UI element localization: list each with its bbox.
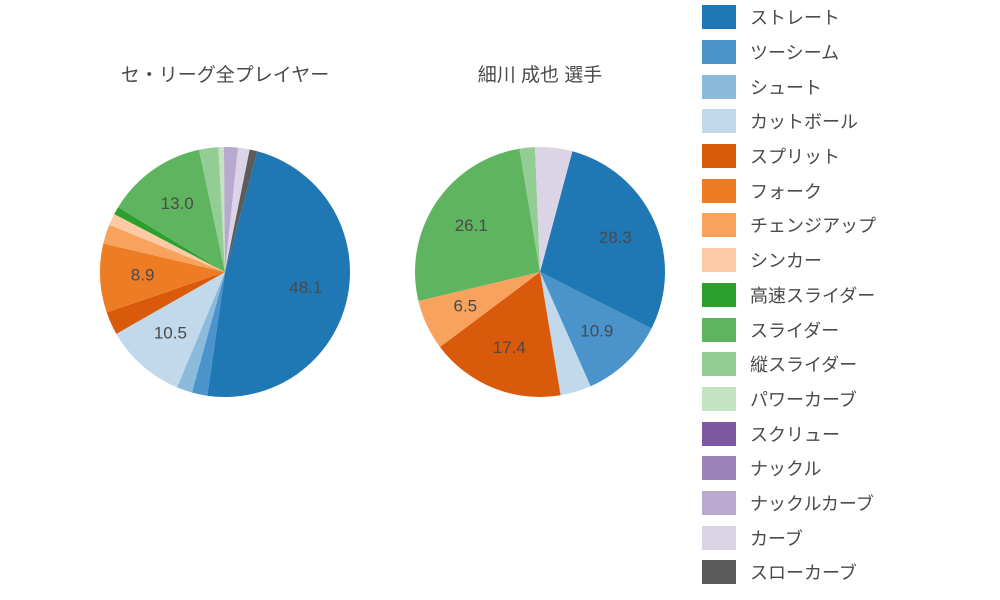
- slice-label: 28.3: [599, 228, 632, 247]
- legend-swatch: [702, 318, 736, 342]
- legend-item-v_slider: 縦スライダー: [702, 347, 1000, 382]
- chart-title-league: セ・リーグ全プレイヤー: [121, 64, 329, 86]
- legend-item-shoot: シュート: [702, 69, 1000, 104]
- slice-label: 17.4: [493, 338, 526, 357]
- chart-title-player: 細川 成也 選手: [478, 64, 603, 86]
- legend-swatch: [702, 75, 736, 99]
- legend-swatch: [702, 352, 736, 376]
- legend-swatch: [702, 491, 736, 515]
- legend-swatch: [702, 387, 736, 411]
- legend-swatch: [702, 109, 736, 133]
- legend-label: パワーカーブ: [750, 386, 857, 412]
- legend-swatch: [702, 5, 736, 29]
- legend-label: フォーク: [750, 178, 822, 204]
- legend-item-knuckle_curve: ナックルカーブ: [702, 486, 1000, 521]
- legend-item-split: スプリット: [702, 139, 1000, 174]
- legend-label: カーブ: [750, 525, 803, 551]
- legend-label: ツーシーム: [750, 39, 839, 65]
- legend-swatch: [702, 422, 736, 446]
- slice-label: 8.9: [131, 266, 155, 285]
- legend-label: 高速スライダー: [750, 282, 875, 308]
- chart-container: 48.1 10.5 8.9 13.0 セ・リーグ全プレイヤー 28.3 10.9 17.4 6.…: [0, 0, 1000, 600]
- legend-swatch: [702, 456, 736, 480]
- legend-swatch: [702, 179, 736, 203]
- legend-item-curve: カーブ: [702, 520, 1000, 555]
- legend-label: ナックルカーブ: [750, 490, 874, 516]
- slice-label: 10.9: [580, 321, 613, 340]
- legend-swatch: [702, 144, 736, 168]
- slice-label: 13.0: [161, 194, 194, 213]
- legend-label: スローカーブ: [750, 559, 857, 585]
- legend-swatch: [702, 560, 736, 584]
- legend-label: ストレート: [750, 4, 840, 30]
- legend-item-power_curve: パワーカーブ: [702, 382, 1000, 417]
- legend-item-two_seam: ツーシーム: [702, 35, 1000, 70]
- legend-item-cutball: カットボール: [702, 104, 1000, 139]
- legend-label: シンカー: [750, 247, 822, 273]
- legend-item-slow_curve: スローカーブ: [702, 555, 1000, 590]
- legend-label: チェンジアップ: [750, 212, 876, 238]
- legend-swatch: [702, 213, 736, 237]
- legend-label: シュート: [750, 74, 822, 100]
- slice-label: 6.5: [453, 297, 477, 316]
- legend-item-sinker: シンカー: [702, 243, 1000, 278]
- legend-label: スクリュー: [750, 421, 840, 447]
- legend-item-screw: スクリュー: [702, 416, 1000, 451]
- legend-label: カットボール: [750, 108, 858, 134]
- legend-label: スライダー: [750, 317, 839, 343]
- legend-item-fork: フォーク: [702, 173, 1000, 208]
- legend: ストレートツーシームシュートカットボールスプリットフォークチェンジアップシンカー…: [702, 0, 1000, 590]
- legend-swatch: [702, 526, 736, 550]
- legend-item-knuckle: ナックル: [702, 451, 1000, 486]
- legend-item-slider: スライダー: [702, 312, 1000, 347]
- slice-label: 26.1: [455, 216, 488, 235]
- legend-item-changeup: チェンジアップ: [702, 208, 1000, 243]
- slice-label: 10.5: [154, 323, 187, 342]
- slice-label: 48.1: [289, 278, 322, 297]
- legend-swatch: [702, 248, 736, 272]
- legend-label: ナックル: [750, 455, 821, 481]
- legend-item-fast_slider: 高速スライダー: [702, 278, 1000, 313]
- legend-label: 縦スライダー: [750, 351, 857, 377]
- legend-label: スプリット: [750, 143, 840, 169]
- legend-item-straight: ストレート: [702, 0, 1000, 35]
- legend-swatch: [702, 283, 736, 307]
- legend-swatch: [702, 40, 736, 64]
